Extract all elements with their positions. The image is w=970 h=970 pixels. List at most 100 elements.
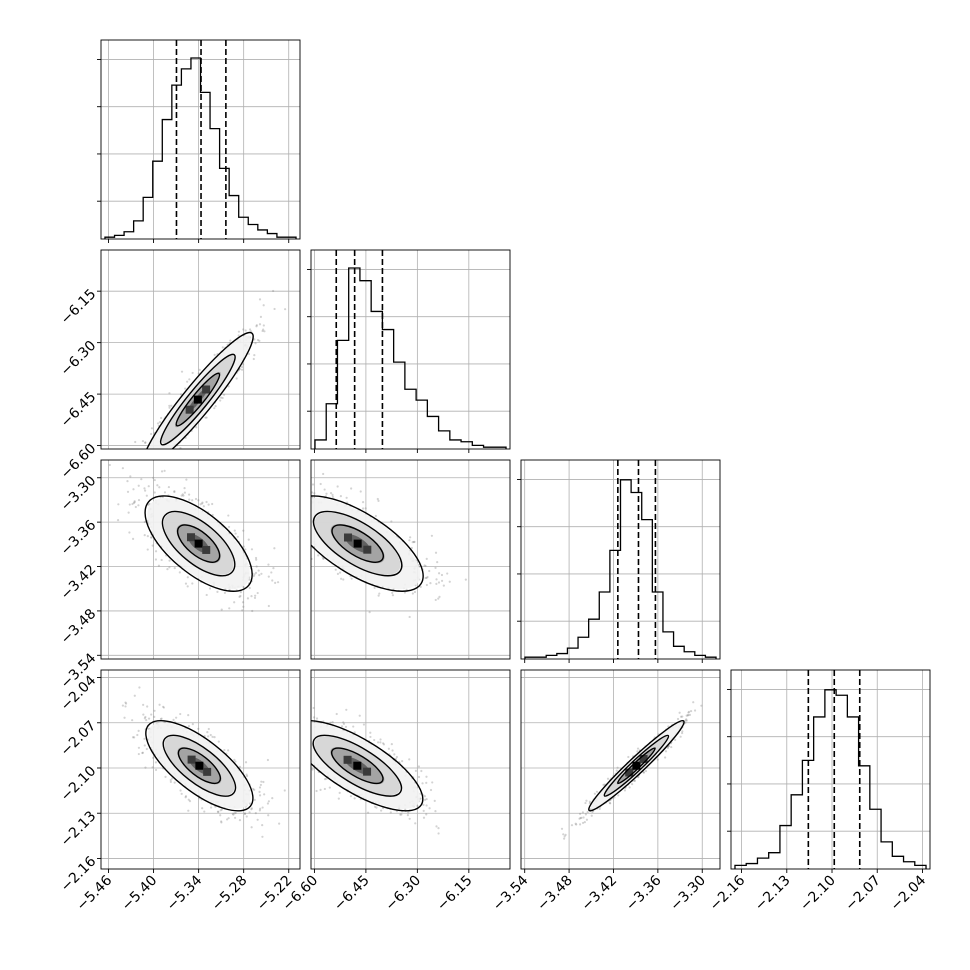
sample-point [242,529,245,532]
sample-point [325,777,328,780]
sample-point [395,755,398,759]
sample-point [636,747,640,750]
sample-point [296,524,298,526]
x-tick-label: −6.45 [331,873,373,915]
sample-point [244,761,248,764]
sample-point [387,747,390,750]
pair-0-frame [100,249,301,450]
sample-point [213,407,216,410]
sample-point [687,713,690,717]
sample-point [642,771,646,774]
sample-point [681,731,684,735]
sample-point [142,460,144,462]
sample-point [143,534,146,537]
sample-point [151,473,153,475]
sample-point [353,731,356,734]
sample-point [301,731,303,733]
y-tick-label: −3.42 [58,562,100,604]
sample-point [721,687,723,689]
sample-point [411,592,414,595]
sample-point [223,749,226,752]
sample-point [191,723,194,726]
sample-point [431,781,434,784]
sample-point [129,475,132,478]
sample-point [141,751,144,755]
sample-point [135,457,137,459]
sample-point [156,484,159,487]
sample-point [168,404,171,407]
sample-point [184,582,188,585]
sample-point [188,799,192,803]
sample-point [221,396,224,400]
sample-point [188,498,191,501]
sample-point [425,804,428,807]
sample-point [267,563,270,566]
y-tick-label: −3.48 [58,606,100,648]
sample-point [191,499,194,502]
sample-point [408,539,411,542]
sample-point [144,441,147,444]
sample-point [208,587,212,590]
sample-point [195,426,198,429]
sample-point [687,711,690,714]
sample-point [364,507,367,510]
sample-point [188,378,191,381]
sample-point [681,730,684,733]
sample-point [147,469,149,471]
sample-point [407,811,410,814]
sample-point [219,809,222,812]
sample-point [297,497,299,499]
sample-point [252,787,255,791]
contour-line [159,353,236,446]
sample-point [137,484,140,487]
sample-point [260,780,263,783]
sample-point [305,752,307,754]
sample-point [435,578,438,581]
sample-point [296,733,298,735]
hist-3-grid [731,670,930,869]
sample-point [158,455,160,457]
sample-point [124,705,127,708]
sample-point [376,497,379,501]
sample-point [302,753,304,755]
sample-point [317,554,320,557]
sample-point [302,748,304,750]
sample-point [219,814,222,817]
sample-point [422,803,425,806]
sample-point [391,591,394,594]
sample-point [145,747,148,751]
sample-point [227,514,230,517]
sample-point [562,837,566,840]
sample-point [131,502,134,506]
sample-point [254,571,258,574]
sample-point [305,722,307,724]
sample-point [254,342,257,345]
sample-point [142,457,144,459]
sample-point [633,779,636,782]
density-3-2 [560,687,723,840]
sample-point [255,325,258,328]
sample-point [342,722,346,725]
sample-point [256,338,260,342]
sample-point [283,789,286,792]
y-axis-3: −2.16−2.13−2.10−2.07−2.04 [58,673,101,895]
sample-point [276,508,278,510]
sample-point [131,736,135,739]
density-2-0 [108,463,280,613]
sample-point [132,488,135,491]
sample-point [118,500,120,502]
sample-point [391,749,394,752]
sample-point [686,714,689,717]
pair-5-frame [520,669,721,870]
histogram-2 [517,460,717,659]
sample-point [401,760,404,763]
sample-point [670,745,673,749]
sample-point [184,796,187,799]
sample-point [434,551,438,554]
sample-point [258,323,262,326]
density-cell [343,755,352,764]
sample-point [300,511,302,513]
sample-point [220,608,223,611]
sample-point [179,446,182,449]
sample-point [272,289,275,293]
